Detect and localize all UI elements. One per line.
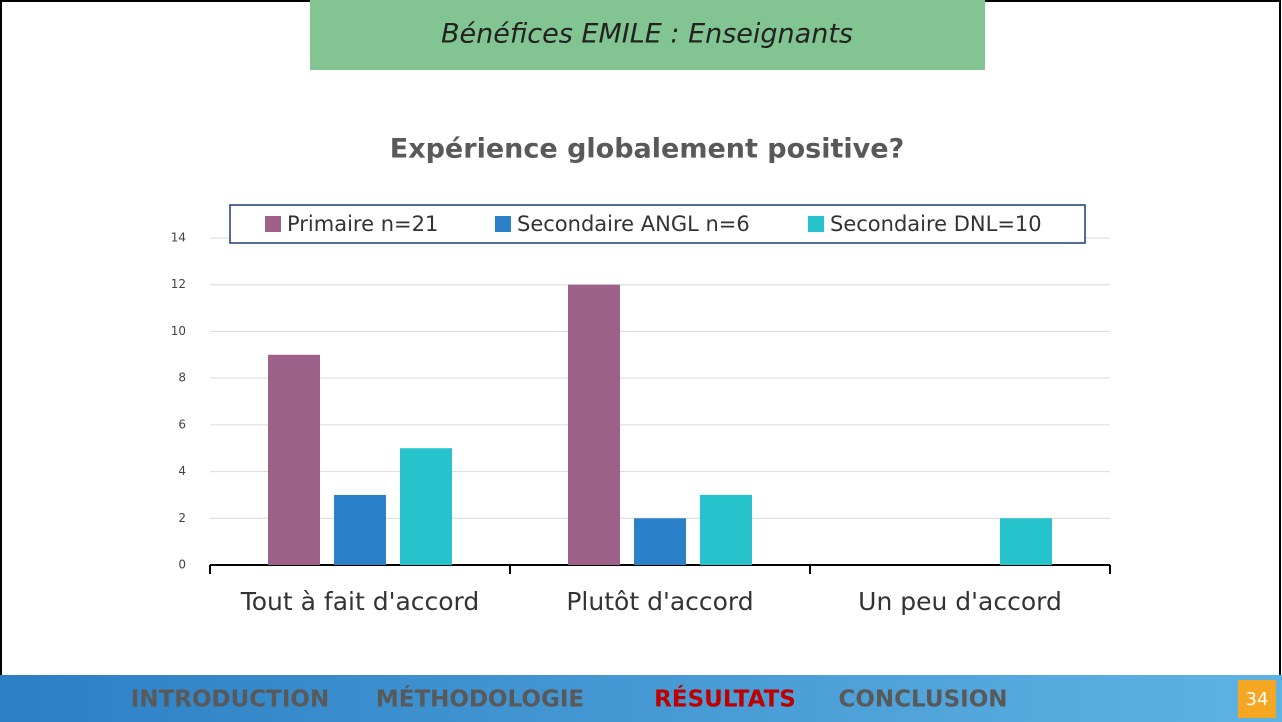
bar (268, 354, 320, 565)
legend-box (229, 204, 1086, 244)
nav-item: CONCLUSION (839, 687, 1008, 713)
y-tick-label: 0 (178, 558, 186, 572)
chart-title: Expérience globalement positive? (390, 134, 904, 165)
x-tick-label: Un peu d'accord (858, 587, 1062, 616)
y-tick-label: 4 (178, 464, 186, 478)
legend-label: Secondaire DNL=10 (830, 212, 1042, 236)
legend-swatch (495, 216, 511, 232)
bar (634, 518, 686, 565)
title-banner (310, 0, 985, 70)
y-tick-label: 2 (178, 511, 186, 525)
legend-swatch (808, 216, 824, 232)
x-tick-label: Plutôt d'accord (566, 587, 753, 616)
bar (568, 284, 620, 565)
nav-item: RÉSULTATS (654, 685, 796, 713)
x-tick-label: Tout à fait d'accord (240, 587, 480, 616)
y-tick-label: 12 (171, 277, 186, 291)
legend-label: Secondaire ANGL n=6 (517, 212, 750, 236)
page-number: 34 (1246, 689, 1269, 710)
nav-item: INTRODUCTION (131, 687, 329, 713)
nav-item: MÉTHODOLOGIE (376, 685, 584, 713)
bar (1000, 518, 1052, 565)
y-tick-label: 10 (171, 324, 186, 338)
y-tick-label: 14 (171, 231, 186, 245)
bar (400, 448, 452, 565)
y-tick-label: 8 (178, 371, 186, 385)
legend-label: Primaire n=21 (287, 212, 438, 236)
slide-title: Bénéfices EMILE : Enseignants (441, 19, 853, 50)
page-box (1238, 680, 1276, 718)
y-tick-label: 6 (178, 417, 186, 431)
bar (700, 494, 752, 565)
bar (334, 494, 386, 565)
legend-swatch (265, 216, 281, 232)
nav-bar (0, 675, 1282, 722)
